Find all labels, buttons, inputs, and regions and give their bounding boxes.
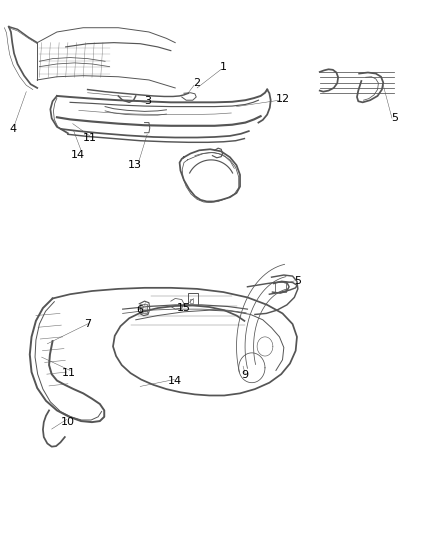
Bar xyxy=(141,309,144,312)
Text: 7: 7 xyxy=(84,319,91,329)
Text: 11: 11 xyxy=(83,133,97,142)
Text: 13: 13 xyxy=(128,160,142,170)
Text: 5: 5 xyxy=(294,277,301,286)
Bar xyxy=(188,293,198,305)
Text: 1: 1 xyxy=(220,62,227,71)
Text: 10: 10 xyxy=(61,417,75,427)
Text: 14: 14 xyxy=(71,150,85,159)
Text: 4: 4 xyxy=(10,124,17,134)
Text: 15: 15 xyxy=(177,303,191,313)
Bar xyxy=(275,282,286,292)
Text: 2: 2 xyxy=(193,78,200,87)
Text: 12: 12 xyxy=(276,94,290,103)
Bar xyxy=(140,304,147,313)
Text: 5: 5 xyxy=(391,114,398,123)
Bar xyxy=(145,309,147,312)
Text: 11: 11 xyxy=(62,368,76,377)
Text: 9: 9 xyxy=(241,370,248,380)
Text: 3: 3 xyxy=(145,96,152,106)
Text: 6: 6 xyxy=(137,305,144,315)
Text: 14: 14 xyxy=(168,376,182,385)
Bar xyxy=(190,299,193,303)
